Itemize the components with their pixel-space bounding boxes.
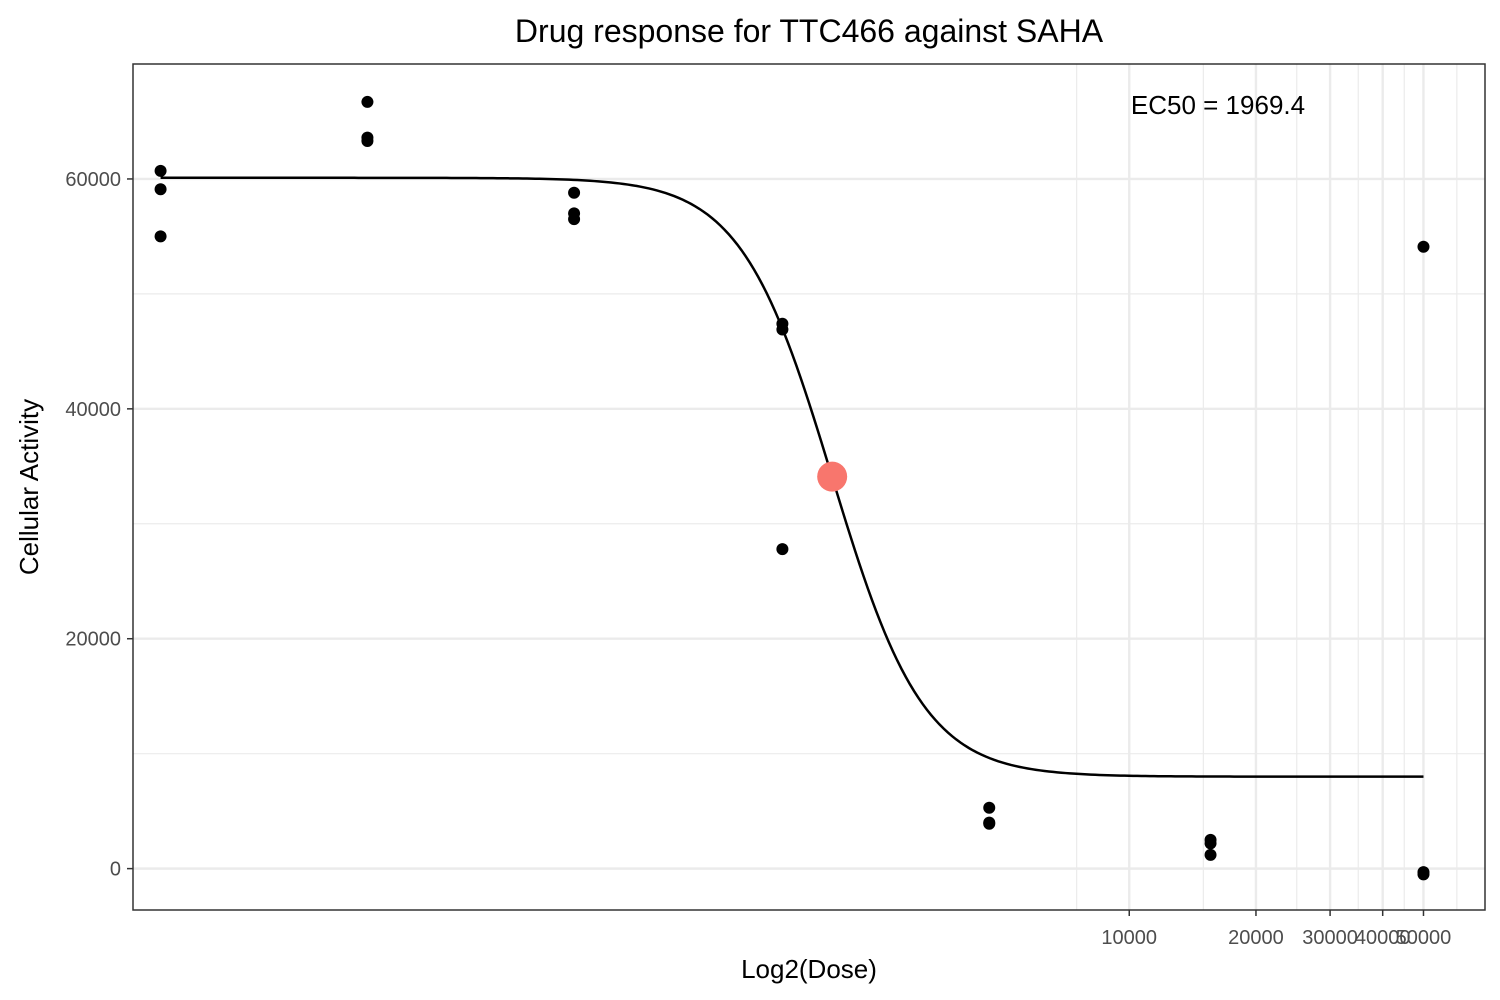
x-axis-title: Log2(Dose) xyxy=(741,954,877,984)
chart-title: Drug response for TTC466 against SAHA xyxy=(515,13,1104,49)
data-point xyxy=(1417,240,1430,253)
y-tick-label: 0 xyxy=(110,859,121,881)
ec50-marker xyxy=(817,461,848,492)
data-point xyxy=(568,186,581,199)
data-point xyxy=(776,323,789,336)
data-point xyxy=(983,817,996,830)
x-tick-label: 50000 xyxy=(1396,927,1452,949)
y-tick-label: 40000 xyxy=(65,399,121,421)
plot-panel-border xyxy=(132,63,1486,911)
data-point xyxy=(1417,868,1430,881)
x-tick-label: 40000 xyxy=(1355,927,1411,949)
x-tick-label: 10000 xyxy=(1101,927,1157,949)
data-point xyxy=(568,213,581,226)
data-point xyxy=(983,801,996,814)
data-point xyxy=(361,135,374,148)
y-axis-title: Cellular Activity xyxy=(14,399,44,575)
data-point xyxy=(361,95,374,108)
grid-lines xyxy=(133,64,1485,910)
data-point xyxy=(1204,848,1217,861)
data-point xyxy=(154,183,167,196)
y-tick-label: 60000 xyxy=(65,169,121,191)
x-tick-label: 20000 xyxy=(1228,927,1284,949)
y-axis: 0 20000 40000 60000 xyxy=(65,169,133,881)
fit-curve xyxy=(160,176,1424,778)
data-point xyxy=(154,164,167,177)
data-point xyxy=(776,543,789,556)
data-point xyxy=(1204,837,1217,850)
data-points xyxy=(154,95,1430,881)
x-tick-label: 30000 xyxy=(1302,927,1358,949)
y-tick-label: 20000 xyxy=(65,629,121,651)
data-point xyxy=(154,230,167,243)
ec50-annotation: EC50 = 1969.4 xyxy=(1131,90,1305,120)
